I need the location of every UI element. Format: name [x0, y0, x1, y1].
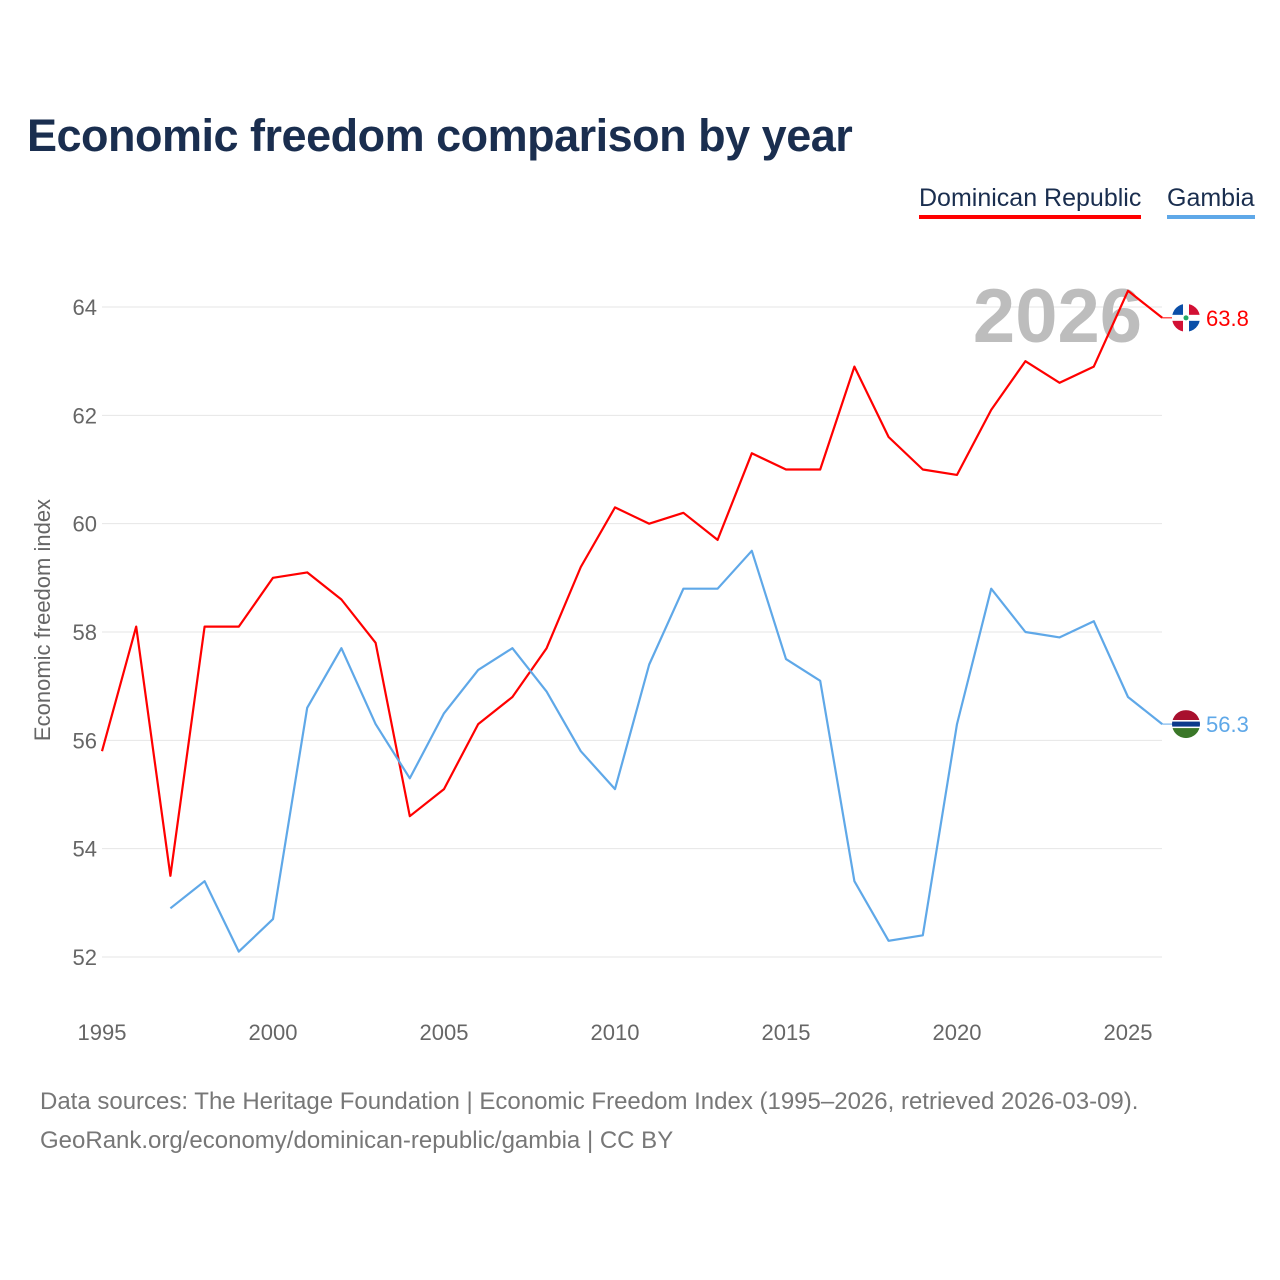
x-tick-label: 2015 [762, 1020, 811, 1045]
x-tick-label: 2000 [249, 1020, 298, 1045]
flag-emblem [1183, 315, 1189, 321]
data-point [578, 564, 584, 570]
x-tick-label: 2010 [591, 1020, 640, 1045]
data-point [509, 645, 515, 651]
x-tick-label: 2025 [1104, 1020, 1153, 1045]
y-tick-label: 60 [73, 512, 97, 537]
end-value-label: 63.8 [1206, 306, 1249, 331]
data-point [270, 916, 276, 922]
y-axis-label: Economic freedom index [30, 499, 55, 741]
flag-q [1189, 303, 1200, 315]
legend-gambia[interactable]: Gambia [1167, 184, 1255, 219]
x-tick-label: 1995 [78, 1020, 127, 1045]
flag-stripe [1172, 728, 1200, 739]
data-point [715, 537, 721, 543]
data-point [1057, 634, 1063, 640]
dominican-republic-flag-icon [1172, 303, 1200, 332]
data-point [304, 705, 310, 711]
data-point [612, 504, 618, 510]
data-point [509, 694, 515, 700]
data-point [680, 510, 686, 516]
data-point [407, 775, 413, 781]
flag-body [1172, 303, 1200, 332]
data-point [817, 467, 823, 473]
data-point [407, 813, 413, 819]
flag-q [1172, 320, 1183, 332]
data-point [373, 721, 379, 727]
data-point [988, 586, 994, 592]
data-point [783, 467, 789, 473]
data-point [851, 878, 857, 884]
data-point [338, 597, 344, 603]
data-point [475, 721, 481, 727]
flag-q [1172, 303, 1183, 315]
data-point [167, 905, 173, 911]
data-point [578, 748, 584, 754]
data-point [680, 586, 686, 592]
data-point [646, 662, 652, 668]
data-point [373, 640, 379, 646]
data-point [544, 689, 550, 695]
legend-dominican-republic[interactable]: Dominican Republic [919, 184, 1142, 219]
flag-stripe [1172, 710, 1200, 721]
data-point [851, 364, 857, 370]
series-line-gambia [169, 549, 1163, 953]
data-point [236, 949, 242, 955]
data-point [270, 575, 276, 581]
y-tick-label: 58 [73, 620, 97, 645]
data-point [715, 586, 721, 592]
y-tick-label: 56 [73, 728, 97, 753]
credit-link[interactable]: GeoRank.org/economy/dominican-republic/g… [40, 1127, 674, 1154]
data-point [304, 569, 310, 575]
data-point [817, 678, 823, 684]
y-tick-label: 54 [73, 837, 97, 862]
data-point [988, 407, 994, 413]
data-point [920, 467, 926, 473]
series-line-dominican-republic [100, 289, 1163, 877]
data-point [920, 932, 926, 938]
data-point [886, 434, 892, 440]
y-tick-label: 52 [73, 945, 97, 970]
flag-body [1172, 710, 1200, 739]
data-point [544, 645, 550, 651]
data-point [1125, 694, 1131, 700]
x-tick-label: 2005 [420, 1020, 469, 1045]
data-point [1057, 380, 1063, 386]
end-value-label: 56.3 [1206, 712, 1249, 737]
data-point [133, 624, 139, 630]
data-point [886, 938, 892, 944]
data-point [99, 748, 105, 754]
data-point [1022, 358, 1028, 364]
data-point [441, 786, 447, 792]
data-point [1125, 288, 1131, 294]
data-point [783, 656, 789, 662]
data-point [441, 710, 447, 716]
chart-title: Economic freedom comparison by year [27, 110, 853, 161]
y-tick-label: 62 [73, 403, 97, 428]
data-point [646, 521, 652, 527]
data-point [1091, 364, 1097, 370]
flag-stripe [1172, 721, 1200, 727]
data-source: Data sources: The Heritage Foundation | … [40, 1088, 1139, 1115]
flag-q [1189, 320, 1200, 332]
data-point [475, 667, 481, 673]
data-point [954, 721, 960, 727]
gambia-flag-icon [1172, 710, 1200, 739]
data-point [202, 878, 208, 884]
data-point [236, 624, 242, 630]
data-point [338, 645, 344, 651]
data-point [749, 450, 755, 456]
data-point [612, 786, 618, 792]
y-tick-label: 64 [73, 295, 97, 320]
x-tick-label: 2020 [933, 1020, 982, 1045]
data-point [1022, 629, 1028, 635]
data-point [749, 548, 755, 554]
year-watermark: 2026 [973, 274, 1142, 359]
data-point [954, 472, 960, 478]
data-point [202, 624, 208, 630]
data-point [1091, 618, 1097, 624]
data-point [167, 873, 173, 879]
